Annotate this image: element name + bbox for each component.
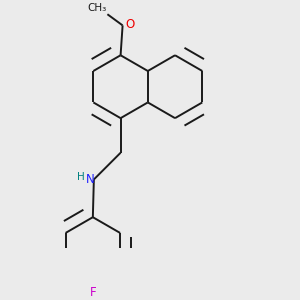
Text: H: H [77, 172, 85, 182]
Text: F: F [89, 286, 96, 299]
Text: N: N [86, 173, 94, 186]
Text: O: O [126, 18, 135, 31]
Text: CH₃: CH₃ [87, 3, 106, 13]
